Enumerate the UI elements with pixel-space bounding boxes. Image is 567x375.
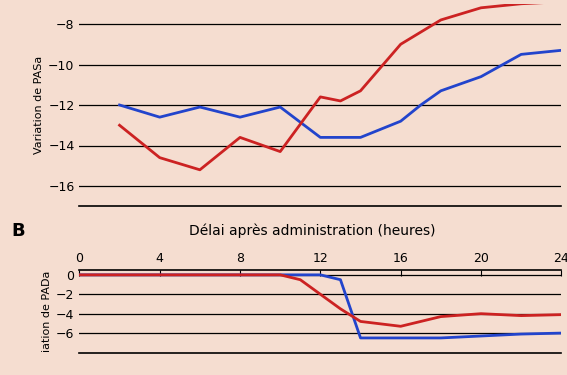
Text: B: B [11,222,25,240]
Y-axis label: Variation de PASa: Variation de PASa [34,56,44,154]
Y-axis label: iation de PADa: iation de PADa [42,271,52,352]
Text: Délai après administration (heures): Délai après administration (heures) [189,224,435,238]
